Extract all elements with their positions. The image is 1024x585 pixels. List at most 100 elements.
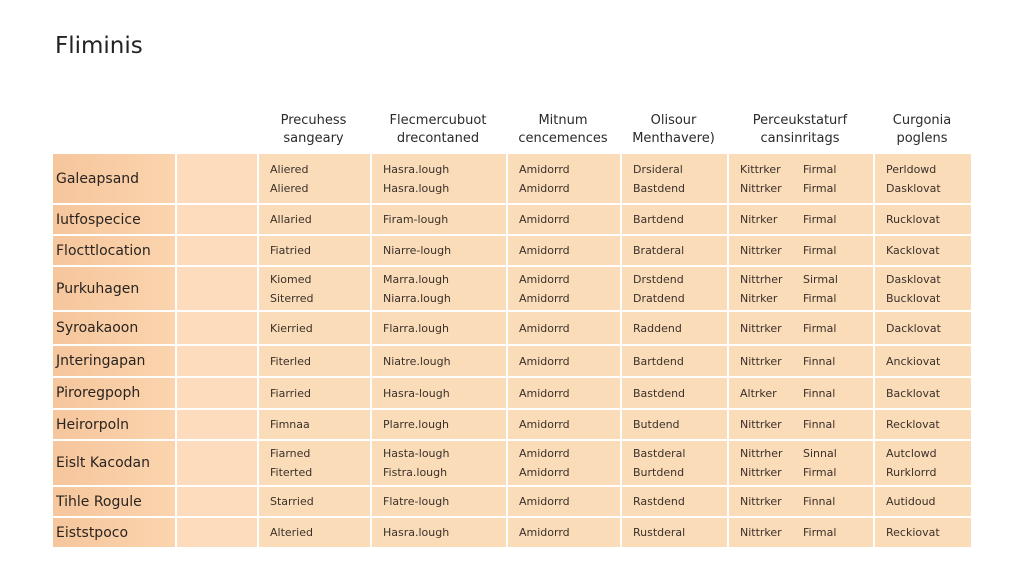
- cell-text: Amidorrd: [519, 181, 570, 195]
- table-cell: Amidorrd Amidorrd: [506, 154, 620, 203]
- cell-text: Backlovat: [886, 386, 941, 400]
- table-cell: Alteried: [257, 518, 370, 547]
- table-cell: Fimnaa: [257, 410, 370, 439]
- column-header: Precuhess sangeary: [257, 112, 370, 148]
- column-header-line: cencemences: [518, 131, 608, 146]
- table-cell: Kiomed Siterred: [257, 267, 370, 310]
- cell-text: Amidorrd: [519, 162, 570, 176]
- column-header-line: cansinritags: [760, 131, 840, 146]
- cell-text: Nittrker: [740, 354, 782, 368]
- table-cell: Reckiovat: [873, 518, 971, 547]
- table-row: Piroregpoph Fiarried Hasra-lough Amidorrd Ba…: [53, 376, 971, 408]
- cell-text: Fiarried: [270, 386, 311, 400]
- row-label: Heirorpoln: [53, 410, 175, 439]
- table-cell: Fiterled: [257, 346, 370, 376]
- table-cell: Firam-lough: [370, 205, 506, 234]
- table-cell: Rustderal: [620, 518, 727, 547]
- cell-text: Amidorrd: [519, 244, 570, 257]
- table-cell: Perldowd Dasklovat: [873, 154, 971, 203]
- row-label: Eiststpoco: [53, 518, 175, 547]
- table-cell: Finnal: [792, 346, 873, 376]
- table-cell: Recklovat: [873, 410, 971, 439]
- column-header-line: Perceukstaturf: [752, 113, 848, 128]
- empty-cell: [175, 410, 259, 439]
- table-cell: Starried: [257, 487, 370, 516]
- table-cell: Nittrker: [727, 518, 792, 547]
- cell-text: Fimnaa: [270, 418, 310, 431]
- table-cell: Kierried: [257, 312, 370, 344]
- cell-text: Firmal: [803, 291, 837, 305]
- cell-text: Drsideral: [633, 162, 683, 176]
- column-header: Perceukstaturf cansinritags: [727, 112, 873, 148]
- cell-text: Altrker: [740, 386, 777, 400]
- cell-text: Anckiovat: [886, 354, 941, 368]
- table-row: Eiststpoco Alteried Hasra.lough Amidorrd Rus…: [53, 516, 971, 547]
- table-cell: Niatre.lough: [370, 346, 506, 376]
- cell-text: Nittrker: [740, 495, 782, 508]
- table-cell: Autclowd Rurklorrd: [873, 441, 971, 485]
- table-cell: Nittrker: [727, 346, 792, 376]
- cell-text: Finnal: [803, 495, 836, 508]
- column-header-line: Mitnum: [538, 113, 588, 128]
- cell-text: Firmal: [803, 162, 837, 176]
- table-cell: Nittrher Nittrker: [727, 441, 792, 485]
- table-cell: Nitrker: [727, 205, 792, 234]
- cell-text: Autidoud: [886, 495, 936, 508]
- cell-text: Firmal: [803, 181, 837, 195]
- cell-text: Marra.lough: [383, 272, 450, 286]
- table-cell: Fiatried: [257, 236, 370, 265]
- cell-text: Niatre.lough: [383, 354, 451, 368]
- table-cell: Flatre-lough: [370, 487, 506, 516]
- cell-text: Bratderal: [633, 244, 685, 257]
- row-label: Eislt Kacodan: [53, 441, 175, 485]
- empty-cell: [175, 346, 259, 376]
- table-cell: Firmal: [792, 518, 873, 547]
- cell-text: Dasklovat: [886, 181, 941, 195]
- table-cell: Altrker: [727, 378, 792, 408]
- empty-cell: [175, 378, 259, 408]
- table-cell: Sinnal Firmal: [792, 441, 873, 485]
- cell-text: Nittrker: [740, 321, 782, 335]
- table-cell: Amidorrd Amidorrd: [506, 267, 620, 310]
- empty-cell: [175, 518, 259, 547]
- table-cell: Kacklovat: [873, 236, 971, 265]
- cell-text: Nittrher: [740, 447, 783, 460]
- cell-text: Raddend: [633, 321, 682, 335]
- cell-text: Fiarned: [270, 447, 311, 460]
- cell-text: Hasra-lough: [383, 386, 450, 400]
- cell-text: Bastdend: [633, 386, 686, 400]
- cell-text: Amidorrd: [519, 213, 570, 226]
- table-cell: Plarre.lough: [370, 410, 506, 439]
- cell-text: Plarre.lough: [383, 418, 450, 431]
- table-cell: Dasklovat Bucklovat: [873, 267, 971, 310]
- table-cell: Finnal: [792, 487, 873, 516]
- table-cell: Nittrker: [727, 410, 792, 439]
- table-cell: Amidorrd: [506, 205, 620, 234]
- cell-text: Sinnal: [803, 447, 837, 460]
- table-cell: Amidorrd: [506, 312, 620, 344]
- table-cell: Aliered Aliered: [257, 154, 370, 203]
- cell-text: Nitrker: [740, 213, 778, 226]
- table-cell: Finnal: [792, 410, 873, 439]
- cell-text: Burtdend: [633, 466, 685, 479]
- cell-text: Alteried: [270, 526, 313, 539]
- cell-text: Firmal: [803, 466, 837, 479]
- cell-text: Firmal: [803, 526, 837, 539]
- table-cell: Backlovat: [873, 378, 971, 408]
- column-header-line: Curgonia: [892, 113, 952, 128]
- table-row: Heirorpoln Fimnaa Plarre.lough Amidorrd Butd…: [53, 408, 971, 439]
- cell-text: Aliered: [270, 162, 309, 176]
- cell-text: Aliered: [270, 181, 309, 195]
- cell-text: Nittrker: [740, 181, 782, 195]
- empty-cell: [175, 154, 259, 203]
- empty-cell: [175, 487, 259, 516]
- table-cell: Hasra.lough Hasra.lough: [370, 154, 506, 203]
- table-cell: Rucklovat: [873, 205, 971, 234]
- table-cell: Butdend: [620, 410, 727, 439]
- cell-text: Finnal: [803, 354, 836, 368]
- table-row: Purkuhagen Kiomed Siterred Marra.lough Niarr…: [53, 265, 971, 310]
- cell-text: Bartdend: [633, 213, 684, 226]
- empty-cell: [175, 236, 259, 265]
- table-cell: Amidorrd: [506, 487, 620, 516]
- column-header-line: Olisour: [650, 113, 697, 128]
